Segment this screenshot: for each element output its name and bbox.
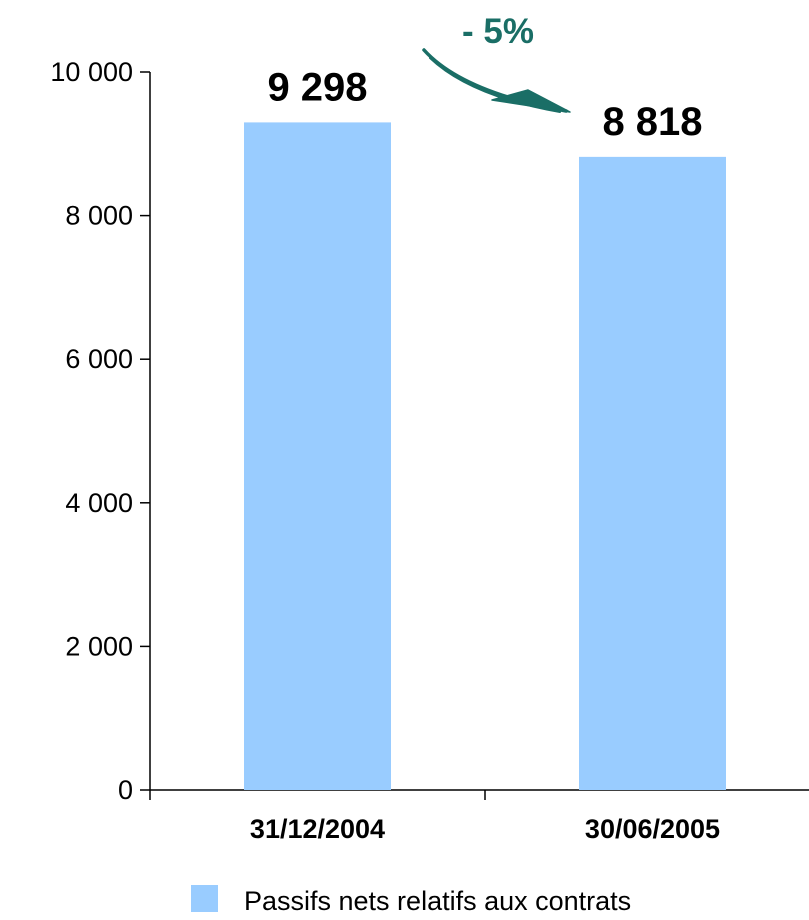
y-tick-label: 0 bbox=[118, 775, 133, 805]
legend-label: Passifs nets relatifs aux contrats bbox=[244, 886, 631, 916]
data-label: 9 298 bbox=[267, 65, 367, 109]
data-label: 8 818 bbox=[602, 100, 702, 144]
change-arrow-head bbox=[491, 89, 571, 113]
x-tick-label: 30/06/2005 bbox=[585, 814, 720, 844]
bars bbox=[244, 122, 726, 790]
bar bbox=[244, 122, 391, 790]
y-axis: 0 2 000 4 000 6 000 8 000 10 000 bbox=[50, 57, 151, 805]
y-tick-label: 6 000 bbox=[65, 344, 133, 374]
x-axis: 31/12/2004 30/06/2005 bbox=[149, 789, 809, 844]
y-tick-label: 2 000 bbox=[65, 631, 133, 661]
y-tick-label: 4 000 bbox=[65, 488, 133, 518]
bar bbox=[579, 156, 726, 790]
x-tick-label: 31/12/2004 bbox=[250, 814, 385, 844]
legend: Passifs nets relatifs aux contrats bbox=[191, 885, 631, 916]
change-annotation: - 5% bbox=[422, 12, 571, 113]
y-tick-label: 10 000 bbox=[50, 57, 133, 87]
change-label: - 5% bbox=[462, 12, 534, 51]
legend-swatch bbox=[191, 885, 218, 912]
y-tick-label: 8 000 bbox=[65, 201, 133, 231]
data-labels: 9 298 8 818 bbox=[267, 65, 702, 143]
